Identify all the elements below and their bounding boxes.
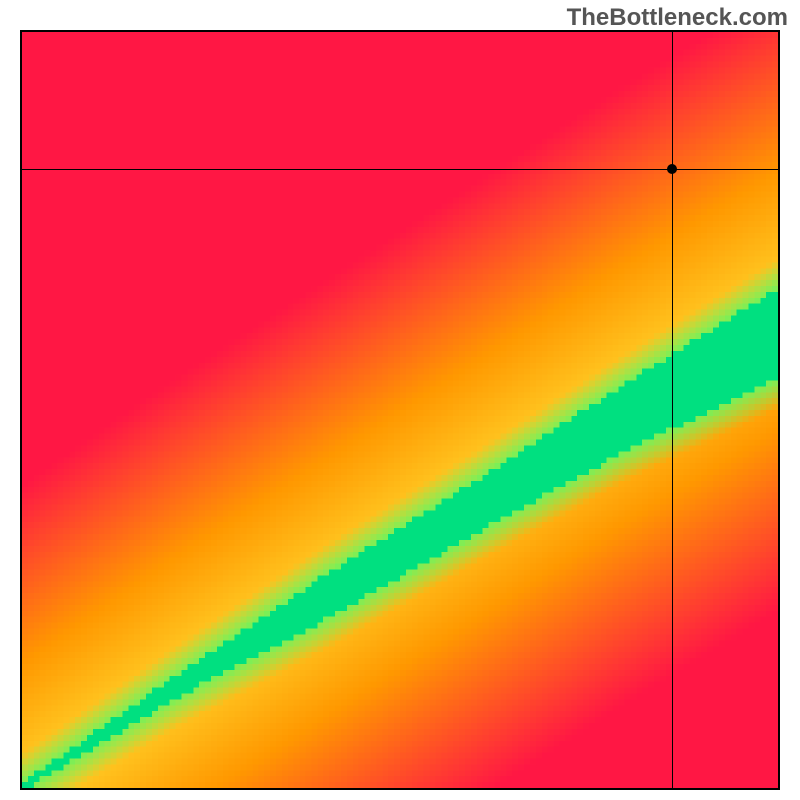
heatmap-canvas [22,32,778,788]
crosshair-marker-dot [667,164,677,174]
crosshair-vertical-line [672,32,673,788]
crosshair-horizontal-line [22,169,778,170]
watermark-text: TheBottleneck.com [567,4,788,32]
chart-plot-area [22,32,778,788]
heatmap-chart [20,30,780,790]
